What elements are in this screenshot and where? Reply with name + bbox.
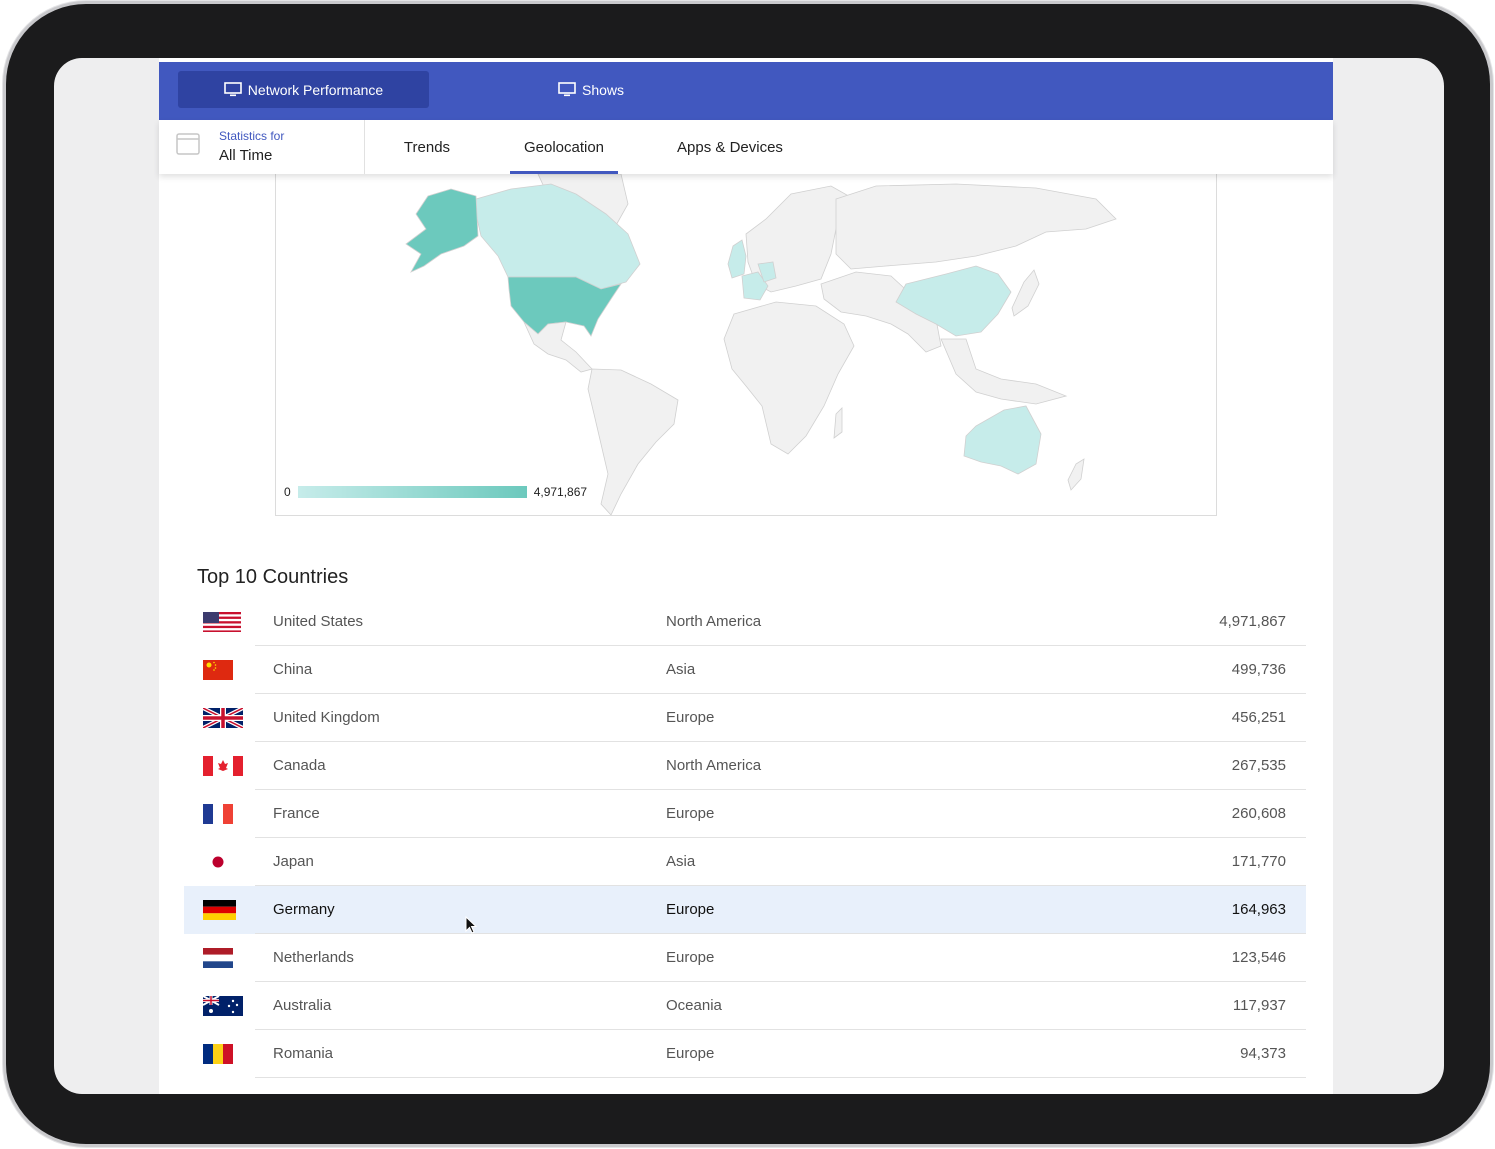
- tab-apps-devices-label: Apps & Devices: [677, 138, 783, 156]
- map-legend: 0 4,971,867: [284, 485, 587, 499]
- map-usa: [507, 276, 622, 337]
- china-flag: [203, 660, 233, 680]
- country-name: China: [273, 661, 313, 678]
- country-value: 123,546: [1231, 949, 1286, 966]
- country-value: 171,770: [1231, 853, 1286, 870]
- romania-flag: [203, 1044, 233, 1064]
- map-uk: [727, 239, 747, 279]
- tab-geolocation-label: Geolocation: [523, 138, 605, 156]
- app-window: Network Performance Shows: [159, 58, 1333, 1094]
- world-map[interactable]: [276, 174, 1216, 515]
- map-central-america: [523, 321, 593, 373]
- monitor-icon: [558, 82, 576, 97]
- country-value: 456,251: [1231, 709, 1286, 726]
- country-name: France: [273, 805, 320, 822]
- date-range-value: All Time: [219, 147, 273, 164]
- legend-max-value: 4,971,867: [533, 485, 588, 499]
- japan-flag: [203, 852, 233, 872]
- table-row[interactable]: Netherlands Europe 123,546: [184, 934, 1306, 982]
- country-region: Oceania: [666, 997, 722, 1014]
- tab-shows-label: Shows: [581, 81, 625, 98]
- top-countries-title: Top 10 Countries: [197, 566, 349, 588]
- map-canada: [475, 183, 641, 290]
- country-name: United States: [273, 613, 364, 630]
- map-southeast-asia: [940, 338, 1068, 405]
- calendar-icon: [176, 133, 200, 155]
- table-row[interactable]: Australia Oceania 117,937: [184, 982, 1306, 1030]
- country-region: North America: [666, 613, 762, 630]
- tab-shows[interactable]: Shows: [516, 71, 666, 108]
- country-region: Europe: [666, 949, 715, 966]
- australia-flag: [203, 996, 243, 1016]
- country-region: Europe: [666, 805, 715, 822]
- country-region: Europe: [666, 901, 715, 918]
- country-value: 499,736: [1231, 661, 1286, 678]
- mouse-cursor-icon: [465, 916, 477, 934]
- tab-network-performance-label: Network Performance: [247, 81, 384, 98]
- countries-table: United States North America 4,971,867 Ch…: [184, 598, 1306, 1078]
- country-region: North America: [666, 757, 762, 774]
- map-south-asia: [820, 271, 942, 353]
- table-row[interactable]: Romania Europe 94,373: [184, 1030, 1306, 1078]
- country-value: 94,373: [1240, 1045, 1286, 1062]
- table-row[interactable]: Japan Asia 171,770: [184, 838, 1306, 886]
- tab-trends-label: Trends: [403, 138, 451, 156]
- country-name: Romania: [273, 1045, 334, 1062]
- map-russia: [835, 183, 1117, 270]
- map-alaska: [405, 188, 479, 273]
- statistics-for-label: Statistics for: [219, 129, 285, 143]
- tab-network-performance[interactable]: Network Performance: [178, 71, 429, 108]
- uk-flag: [203, 708, 243, 728]
- map-japan: [1011, 269, 1040, 317]
- monitor-icon: [223, 82, 242, 97]
- world-map-panel: 0 4,971,867: [275, 174, 1217, 516]
- table-row[interactable]: United Kingdom Europe 456,251: [184, 694, 1306, 742]
- country-region: Europe: [666, 1045, 715, 1062]
- table-row[interactable]: China Asia 499,736: [184, 646, 1306, 694]
- table-row[interactable]: Canada North America 267,535: [184, 742, 1306, 790]
- tablet-frame: Network Performance Shows: [6, 4, 1490, 1144]
- country-region: Europe: [666, 709, 715, 726]
- france-flag: [203, 804, 233, 824]
- date-range-selector[interactable]: Statistics for All Time: [159, 120, 365, 174]
- netherlands-flag: [203, 948, 233, 968]
- country-region: Asia: [666, 661, 696, 678]
- country-name: Germany: [273, 901, 335, 918]
- country-value: 117,937: [1232, 997, 1286, 1014]
- germany-flag: [203, 900, 236, 920]
- map-madagascar: [833, 407, 843, 439]
- us-flag: [203, 612, 241, 632]
- country-value: 164,963: [1231, 901, 1286, 918]
- country-name: United Kingdom: [273, 709, 380, 726]
- map-south-america: [587, 368, 679, 515]
- tab-trends[interactable]: Trends: [391, 120, 463, 174]
- country-name: Canada: [273, 757, 326, 774]
- legend-gradient-bar: [297, 486, 527, 498]
- country-name: Japan: [273, 853, 314, 870]
- top-nav-bar: Network Performance Shows: [159, 62, 1333, 120]
- map-france: [741, 271, 769, 301]
- country-name: Australia: [273, 997, 332, 1014]
- tab-apps-devices[interactable]: Apps & Devices: [667, 120, 793, 174]
- map-africa: [723, 301, 855, 455]
- country-value: 4,971,867: [1219, 613, 1286, 630]
- tablet-screen: Network Performance Shows: [54, 58, 1444, 1094]
- sub-header: Statistics for All Time Trends Geolocati…: [159, 120, 1333, 174]
- canada-flag: [203, 756, 243, 776]
- legend-min-value: 0: [284, 485, 291, 499]
- country-region: Asia: [666, 853, 696, 870]
- country-name: Netherlands: [273, 949, 354, 966]
- table-row[interactable]: France Europe 260,608: [184, 790, 1306, 838]
- map-australia: [963, 405, 1042, 475]
- map-china: [895, 265, 1012, 337]
- map-new-zealand: [1067, 458, 1085, 491]
- country-value: 260,608: [1231, 805, 1286, 822]
- map-germany: [757, 261, 777, 283]
- table-row[interactable]: Germany Europe 164,963: [184, 886, 1306, 934]
- table-row[interactable]: United States North America 4,971,867: [184, 598, 1306, 646]
- country-value: 267,535: [1231, 757, 1286, 774]
- tab-geolocation[interactable]: Geolocation: [510, 120, 618, 174]
